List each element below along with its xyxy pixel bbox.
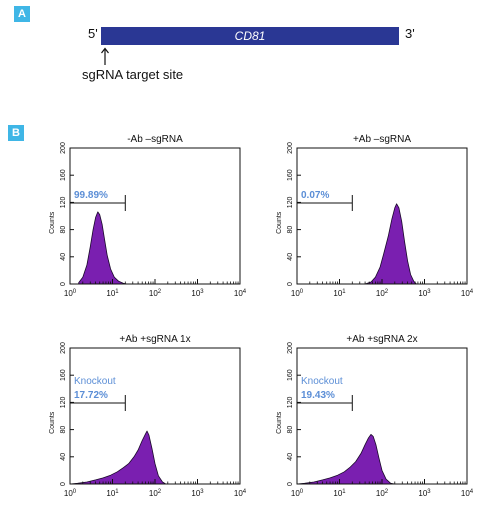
plot-title: +Ab +sgRNA 2x bbox=[346, 334, 417, 345]
y-tick-label: 80 bbox=[287, 226, 294, 234]
y-tick-label: 120 bbox=[60, 396, 67, 408]
gate-label: Knockout bbox=[301, 376, 343, 387]
x-tick-label: 100 bbox=[64, 289, 77, 298]
plot-frame bbox=[296, 347, 468, 485]
y-tick-label: 40 bbox=[60, 253, 67, 261]
x-tick-label: 101 bbox=[106, 289, 119, 298]
x-tick-label: 100 bbox=[291, 289, 304, 298]
y-tick-label: 80 bbox=[60, 226, 67, 234]
x-tick-label: 100 bbox=[291, 489, 304, 498]
x-tick-label: 101 bbox=[333, 489, 346, 498]
five-prime-label: 5' bbox=[88, 26, 98, 41]
y-tick-label: 160 bbox=[60, 169, 67, 181]
x-tick-label: 104 bbox=[234, 289, 247, 298]
gate-label: Knockout bbox=[74, 376, 116, 387]
x-tick-label: 104 bbox=[461, 289, 474, 298]
x-tick-label: 103 bbox=[418, 289, 431, 298]
y-tick-label: 200 bbox=[287, 342, 294, 354]
y-tick-label: 40 bbox=[287, 253, 294, 261]
x-tick-label: 102 bbox=[149, 289, 162, 298]
target-site-label: sgRNA target site bbox=[82, 67, 184, 82]
y-tick-label: 120 bbox=[60, 196, 67, 208]
x-tick-label: 102 bbox=[376, 489, 389, 498]
y-tick-label: 0 bbox=[60, 282, 67, 286]
plot-title: +Ab +sgRNA 1x bbox=[119, 334, 190, 345]
gate-percent: 0.07% bbox=[301, 190, 329, 201]
y-tick-label: 0 bbox=[60, 482, 67, 486]
x-tick-label: 102 bbox=[376, 289, 389, 298]
plot-title: -Ab –sgRNA bbox=[127, 134, 183, 145]
y-tick-label: 80 bbox=[287, 426, 294, 434]
panel-b-badge: B bbox=[8, 125, 24, 141]
gene-name: CD81 bbox=[234, 29, 266, 43]
y-axis-label: Counts bbox=[276, 411, 283, 434]
y-axis-label: Counts bbox=[276, 211, 283, 234]
gate-percent: 99.89% bbox=[74, 190, 108, 201]
y-tick-label: 160 bbox=[287, 169, 294, 181]
histogram-area bbox=[364, 203, 417, 285]
histogram-area bbox=[69, 430, 167, 485]
x-tick-label: 101 bbox=[333, 289, 346, 298]
y-tick-label: 40 bbox=[287, 453, 294, 461]
plot-title: +Ab –sgRNA bbox=[353, 134, 411, 145]
histogram-area bbox=[296, 434, 396, 485]
x-tick-label: 102 bbox=[149, 489, 162, 498]
y-tick-label: 0 bbox=[287, 282, 294, 286]
y-tick-label: 120 bbox=[287, 396, 294, 408]
y-tick-label: 200 bbox=[287, 142, 294, 154]
target-site-arrow-icon bbox=[101, 47, 109, 65]
histogram-3: +Ab +sgRNA 1x 0 40 80 120 160 200 Counts 100 101 1… bbox=[49, 334, 247, 498]
histogram-area bbox=[78, 211, 128, 285]
y-tick-label: 160 bbox=[60, 369, 67, 381]
y-tick-label: 200 bbox=[60, 142, 67, 154]
gate-percent: 19.43% bbox=[301, 390, 335, 401]
y-tick-label: 200 bbox=[60, 342, 67, 354]
y-tick-label: 80 bbox=[60, 426, 67, 434]
gate-percent: 17.72% bbox=[74, 390, 108, 401]
y-axis-label: Counts bbox=[49, 211, 56, 234]
gene-bar: CD81 bbox=[101, 27, 399, 45]
panel-a-badge: A bbox=[14, 6, 30, 22]
x-tick-label: 103 bbox=[191, 289, 204, 298]
x-tick-label: 104 bbox=[461, 489, 474, 498]
y-tick-label: 120 bbox=[287, 196, 294, 208]
three-prime-label: 3' bbox=[405, 26, 415, 41]
histogram-1: -Ab –sgRNA 0 40 80 120 160 200 Counts 100 101 102 1… bbox=[49, 134, 247, 298]
x-tick-label: 103 bbox=[191, 489, 204, 498]
x-tick-label: 100 bbox=[64, 489, 77, 498]
y-axis-label: Counts bbox=[49, 411, 56, 434]
x-tick-label: 104 bbox=[234, 489, 247, 498]
y-tick-label: 160 bbox=[287, 369, 294, 381]
y-tick-label: 0 bbox=[287, 482, 294, 486]
x-tick-label: 103 bbox=[418, 489, 431, 498]
y-tick-label: 40 bbox=[60, 453, 67, 461]
histogram-4: +Ab +sgRNA 2x 0 40 80 120 160 200 Counts 100 101 1… bbox=[276, 334, 474, 498]
x-tick-label: 101 bbox=[106, 489, 119, 498]
histogram-2: +Ab –sgRNA 0 40 80 120 160 200 Counts 100 101 102 1… bbox=[276, 134, 474, 298]
